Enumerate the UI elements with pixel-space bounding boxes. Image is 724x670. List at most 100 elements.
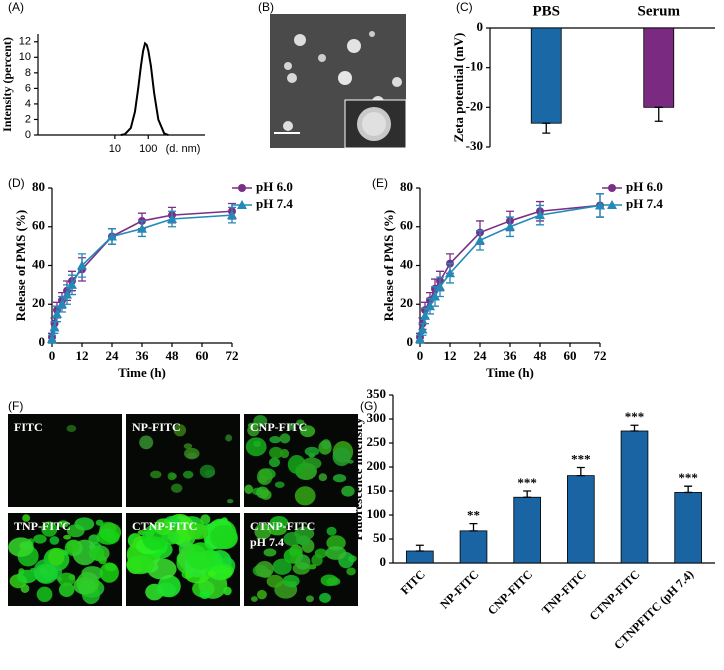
- cell-blob: [255, 561, 274, 578]
- cell-blob: [99, 562, 119, 583]
- legend-label: pH 6.0: [256, 179, 293, 194]
- x-tick-label: 24: [474, 348, 488, 363]
- y-tick-label: 150: [367, 482, 387, 497]
- bar: [674, 492, 702, 564]
- cell-blob: [302, 457, 322, 470]
- cell-blob: [90, 546, 105, 560]
- x-tick-label: 48: [166, 348, 180, 363]
- panel-label: (G): [360, 399, 377, 413]
- cell-blob: [66, 539, 80, 554]
- x-tick-label: 60: [196, 348, 209, 363]
- cell-blob: [34, 563, 58, 584]
- y-tick-label: 350: [367, 386, 387, 401]
- cell-blob: [321, 439, 331, 450]
- cell-blob: [256, 589, 267, 600]
- cell-blob: [304, 446, 320, 457]
- y-tick-label: 0: [39, 334, 46, 349]
- cell-blob: [57, 520, 69, 528]
- x-tick-label: 60: [564, 348, 577, 363]
- data-point: [425, 301, 435, 311]
- cell-blob: [269, 436, 281, 444]
- data-line: [120, 41, 169, 136]
- cell-blob: [171, 483, 183, 493]
- cell-blob: [74, 517, 95, 531]
- cell-blob: [226, 498, 234, 504]
- panel-label: (D): [8, 176, 25, 190]
- significance-label: ***: [571, 451, 591, 466]
- error-bar: [630, 424, 639, 432]
- cell-blob: [96, 529, 120, 545]
- cell-blob: [300, 425, 316, 438]
- micrograph: FITC: [8, 414, 122, 507]
- cell-blob: [126, 555, 155, 575]
- y-tick-label: 250: [367, 434, 387, 449]
- cell-blob: [150, 470, 162, 479]
- cell-blob: [22, 514, 31, 522]
- micrograph-label: TNP-FITC: [14, 519, 71, 533]
- legend-marker: [237, 200, 247, 209]
- x-tick-label: 24: [106, 348, 120, 363]
- data-point: [535, 210, 545, 220]
- cell-blob: [147, 558, 177, 580]
- cell-blob: [251, 596, 258, 602]
- significance-label: **: [467, 508, 480, 523]
- cell-blob: [272, 558, 292, 575]
- x-tick-label: 72: [226, 348, 239, 363]
- micrograph-label: CNP-FITC: [250, 420, 307, 434]
- chart-panel: (A) 0 2 4 6 8 10 12 Intensity (percent) 10 100 (d. …: [0, 0, 205, 155]
- y-tick-label: -10: [466, 59, 483, 74]
- cell-blob: [287, 455, 306, 474]
- cell-blob: [66, 424, 77, 432]
- error-bar: [415, 544, 424, 552]
- micrograph-label: CTNP-FITC: [132, 519, 197, 533]
- cell-blob: [266, 574, 284, 588]
- data-point: [445, 268, 455, 278]
- chart-panel: (G)050100150200250300350Fluorescence int…: [350, 386, 715, 652]
- y-axis-label: Zeta potential (mV): [451, 33, 466, 143]
- cell-blob: [187, 523, 209, 540]
- cell-blob: [41, 521, 58, 537]
- data-point: [77, 260, 87, 270]
- x-axis-label: (d. nm): [166, 143, 201, 155]
- cell-blob: [200, 514, 211, 525]
- cell-blob: [346, 567, 356, 576]
- error-bar: [542, 122, 551, 134]
- cell-blob: [49, 536, 60, 545]
- x-tick-label: CNP-FITC: [485, 567, 535, 617]
- y-tick-label: 80: [32, 179, 45, 194]
- panel-label: (F): [8, 399, 23, 413]
- cell-blob: [186, 542, 215, 570]
- cell-blob: [167, 472, 176, 481]
- micrograph-label: pH 7.4: [250, 535, 284, 549]
- legend-marker: [238, 184, 246, 192]
- cell-blob: [139, 435, 154, 450]
- cell-blob: [58, 582, 75, 598]
- y-tick-label: 60: [400, 218, 413, 233]
- y-tick-label: 0: [477, 19, 484, 34]
- micrograph-label: NP-FITC: [132, 420, 181, 434]
- bar: [643, 27, 675, 108]
- cell-blob: [247, 424, 260, 437]
- cell-blob: [173, 424, 187, 437]
- error-bar: [684, 485, 693, 494]
- cell-blob: [274, 481, 285, 488]
- micrograph-label: FITC: [14, 420, 43, 434]
- x-tick-label: 12: [444, 348, 457, 363]
- cell-blob: [319, 592, 331, 603]
- y-tick-label: 20: [32, 295, 45, 310]
- micrograph: CTNP-FITC: [126, 513, 240, 606]
- data-point: [415, 334, 425, 344]
- cell-blob: [245, 437, 267, 457]
- x-tick-label: TNP-FITC: [539, 567, 589, 617]
- x-tick-label: 72: [594, 348, 607, 363]
- cell-blob: [33, 534, 47, 544]
- significance-label: ***: [678, 470, 698, 485]
- data-point: [475, 235, 485, 245]
- cell-blob: [341, 485, 355, 497]
- data-point: [47, 334, 57, 344]
- y-axis-label: Intensity (percent): [0, 37, 14, 132]
- cell-blob: [95, 519, 104, 526]
- data-point: [167, 214, 177, 223]
- cell-blob: [57, 572, 76, 587]
